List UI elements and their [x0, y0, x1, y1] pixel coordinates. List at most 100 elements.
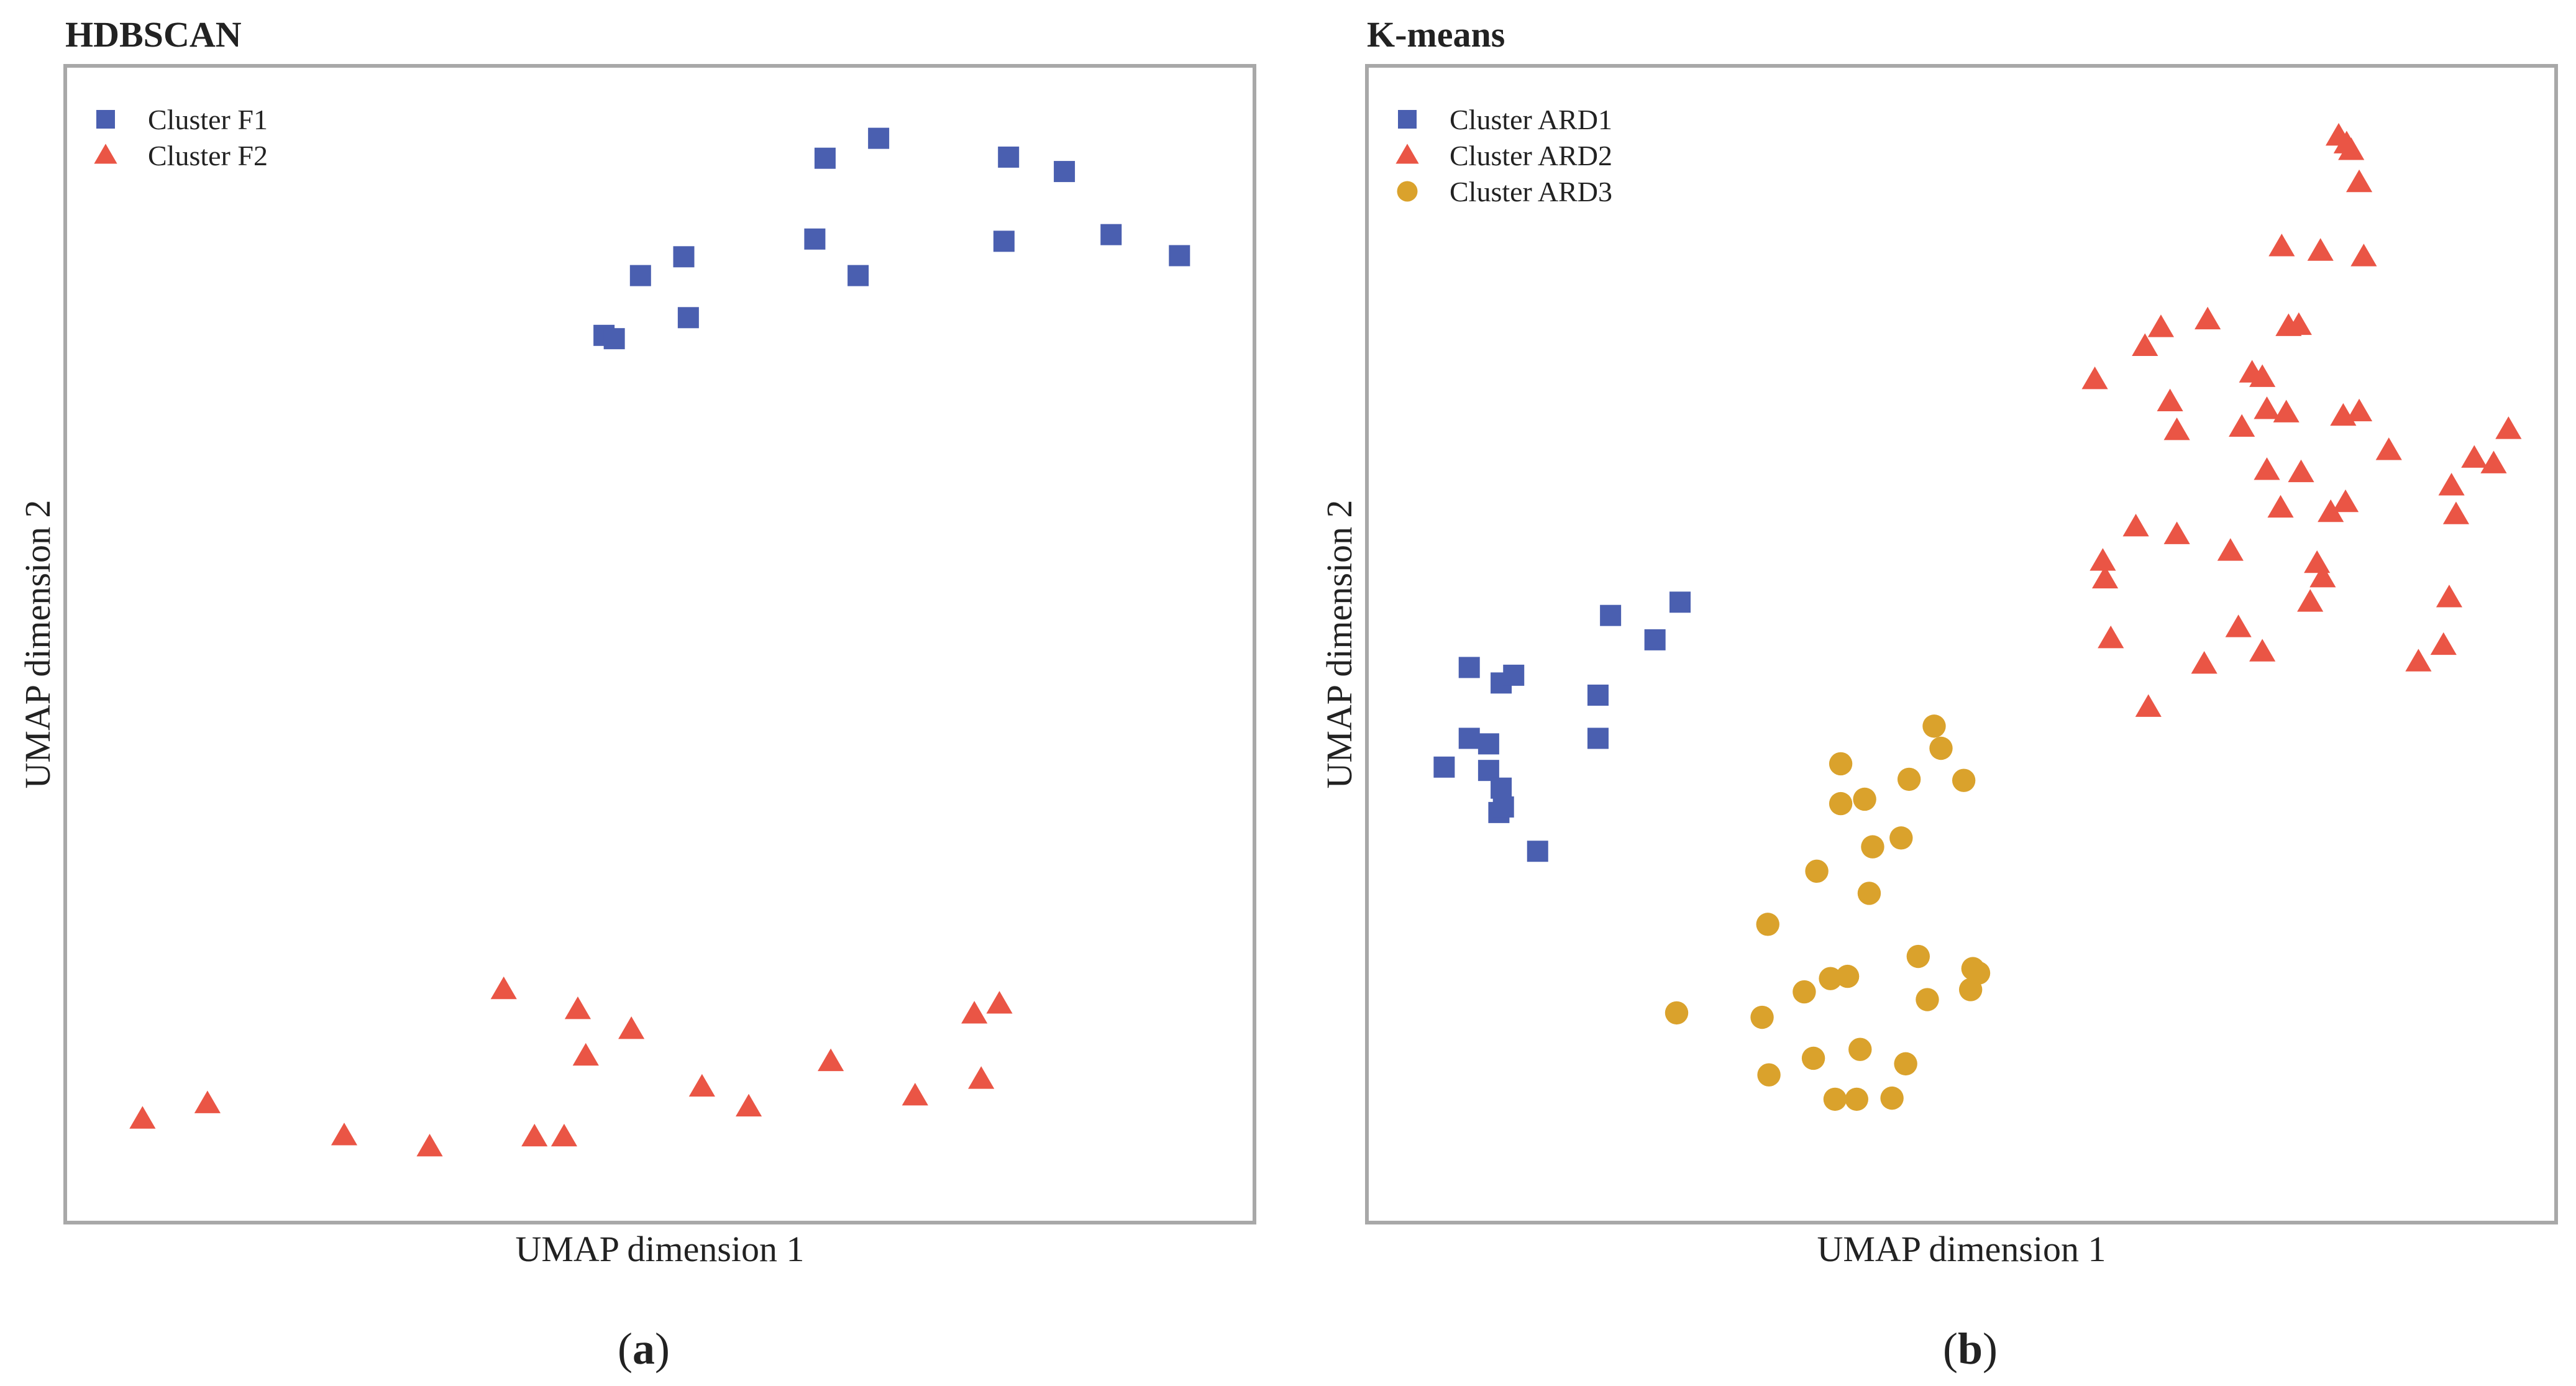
- panel-b-series-2-point-5: [2122, 514, 2149, 537]
- panel-a-series-2-point-13: [818, 1048, 844, 1072]
- panel-b-series-2-point-41: [2375, 437, 2402, 460]
- panel-b-series-2-point-27: [2288, 459, 2314, 483]
- panel-b-series-3-point-1: [1665, 1001, 1689, 1025]
- panel-b-series-2-point-10: [2163, 417, 2190, 440]
- panel-a-y-axis-label: UMAP dimension 2: [17, 499, 58, 788]
- panel-b-series-1-point-14: [1600, 604, 1622, 626]
- panel-b-series-2-point-42: [2405, 649, 2432, 672]
- panel-b-series-2-point-49: [2495, 416, 2522, 439]
- panel-b-legend-label-1: Cluster ARD1: [1450, 104, 1612, 135]
- panel-a-legend-label-1: Cluster F1: [148, 104, 268, 135]
- panel-b-legend-marker-1: [1398, 110, 1417, 129]
- panel-b-series-3-point-11: [1829, 791, 1853, 816]
- panel-b-series-2-point-40: [2350, 244, 2377, 267]
- panel-a-plot-frame: [63, 64, 1256, 1224]
- panel-a-series-2-point-7: [550, 1123, 578, 1147]
- panel-a-series-1-point-7: [847, 265, 869, 286]
- panel-a-series-2-point-9: [572, 1042, 599, 1066]
- panel-b-series-2-point-21: [2254, 457, 2280, 480]
- panel-b-series-1-point-10: [1503, 664, 1525, 686]
- panel-b-series-2-point-15: [2225, 614, 2252, 637]
- panel-b-caption-letter: b: [1958, 1324, 1983, 1374]
- panel-b-series-1-point-1: [1433, 756, 1455, 778]
- panel-a-legend-marker-2: [94, 144, 117, 164]
- panel-a-series-1-point-14: [1169, 245, 1190, 267]
- panel-b-series-3-point-5: [1793, 980, 1816, 1004]
- panel-a-series-2-point-16: [986, 991, 1013, 1014]
- panel-a-series-1-point-11: [998, 146, 1020, 168]
- panel-b-title: K-means: [1367, 14, 1505, 55]
- panel-a-series-1-point-3: [629, 265, 651, 286]
- panel-b-legend-label-2: Cluster ARD2: [1450, 140, 1612, 171]
- panel-hdbscan: HDBSCAN Cluster F1 Cluster F2 UMAP dimens…: [17, 14, 1256, 1374]
- panel-b-series-2-point-36: [2338, 137, 2365, 160]
- panel-b-legend-marker-3: [1397, 181, 1418, 202]
- panel-b-series-2-point-18: [2249, 364, 2276, 387]
- panel-b-series-1-point-13: [1587, 727, 1609, 749]
- panel-b-series-2-point-7: [2135, 694, 2162, 717]
- panel-b-series-2-point-46: [2438, 473, 2465, 496]
- panel-a-series-1-point-4: [673, 246, 695, 268]
- panel-a-series-1-point-10: [993, 230, 1015, 252]
- panel-b-series-2-point-13: [2191, 650, 2217, 674]
- panel-a-series-2-point-12: [735, 1093, 762, 1117]
- panel-b-series-2-point-2: [2090, 548, 2116, 571]
- panel-a-legend-marker-1: [96, 110, 115, 129]
- panel-b-series-2-point-3: [2092, 565, 2119, 589]
- panel-b-series-2-point-12: [2195, 306, 2221, 330]
- panel-b-series-1-point-2: [1458, 727, 1480, 749]
- panel-b-series-3-point-9: [1823, 1087, 1847, 1111]
- panel-b-legend-marker-2: [1395, 144, 1419, 164]
- panel-b-series-3-point-18: [1880, 1086, 1904, 1110]
- panel-b-series-3-point-19: [1889, 826, 1913, 850]
- panel-b-series-3-point-7: [1805, 859, 1829, 883]
- panel-b-series-3-point-24: [1922, 714, 1946, 738]
- panel-a-series-1-point-9: [868, 127, 890, 149]
- panel-a-series-2-point-8: [564, 996, 591, 1019]
- panel-b-series-3-point-29: [1966, 961, 1991, 985]
- panel-b-series-2-point-6: [2132, 333, 2158, 356]
- panel-b-series-2-point-31: [2309, 565, 2336, 588]
- panel-b-series-3-point-23: [1916, 988, 1939, 1011]
- panel-b-series-1-point-4: [1478, 760, 1499, 782]
- panel-b-points: [1433, 122, 2522, 1111]
- panel-b-series-3-point-22: [1906, 944, 1930, 969]
- panel-b-y-axis-label: UMAP dimension 2: [1319, 499, 1359, 788]
- panel-b-series-3-point-26: [1952, 768, 1976, 792]
- panel-b-legend: Cluster ARD1 Cluster ARD2 Cluster ARD3: [1395, 104, 1612, 207]
- panel-a-series-1-point-2: [603, 328, 625, 350]
- panel-a-series-1-point-13: [1100, 224, 1122, 245]
- panel-a-series-2-point-6: [521, 1123, 548, 1147]
- panel-b-series-2-point-9: [2157, 388, 2183, 412]
- panel-b-caption: (b): [1943, 1324, 1998, 1374]
- panel-b-series-2-point-39: [2345, 398, 2373, 422]
- panel-a-series-1-point-8: [814, 147, 836, 169]
- panel-b-series-2-point-37: [2332, 489, 2359, 513]
- panel-b-series-3-point-12: [1835, 964, 1860, 988]
- panel-a-legend: Cluster F1 Cluster F2: [94, 104, 268, 171]
- panel-a-series-2-point-1: [129, 1106, 156, 1129]
- panel-b-series-2-point-14: [2217, 538, 2244, 561]
- panel-b-legend-label-3: Cluster ARD3: [1450, 176, 1612, 207]
- panel-b-series-3-point-14: [1848, 1037, 1872, 1061]
- panel-a-series-2-point-17: [968, 1066, 995, 1089]
- panel-b-series-3-point-10: [1829, 752, 1853, 776]
- panel-b-series-3-point-15: [1853, 787, 1876, 811]
- panel-b-series-2-point-30: [2307, 238, 2334, 261]
- panel-b-series-2-point-44: [2436, 585, 2463, 608]
- panel-a-x-axis-label: UMAP dimension 1: [515, 1229, 804, 1269]
- panel-b-series-2-point-8: [2147, 314, 2175, 337]
- panel-b-series-1-point-12: [1587, 684, 1609, 706]
- panel-b-series-3-point-4: [1757, 1063, 1781, 1087]
- panel-a-caption: (a): [618, 1324, 670, 1374]
- panel-a-series-2-point-4: [416, 1133, 443, 1157]
- panel-b-series-2-point-29: [2304, 550, 2331, 573]
- panel-b-series-2-point-1: [2081, 367, 2108, 390]
- panel-b-series-3-point-20: [1894, 1052, 1917, 1076]
- panel-b-series-2-point-45: [2442, 501, 2470, 524]
- panel-a-series-1-point-6: [804, 228, 826, 250]
- panel-b-series-2-point-22: [2268, 234, 2295, 257]
- panel-b-series-1-point-16: [1669, 591, 1691, 613]
- panel-b-series-2-point-32: [2318, 499, 2344, 522]
- panel-b-series-2-point-19: [2249, 639, 2276, 662]
